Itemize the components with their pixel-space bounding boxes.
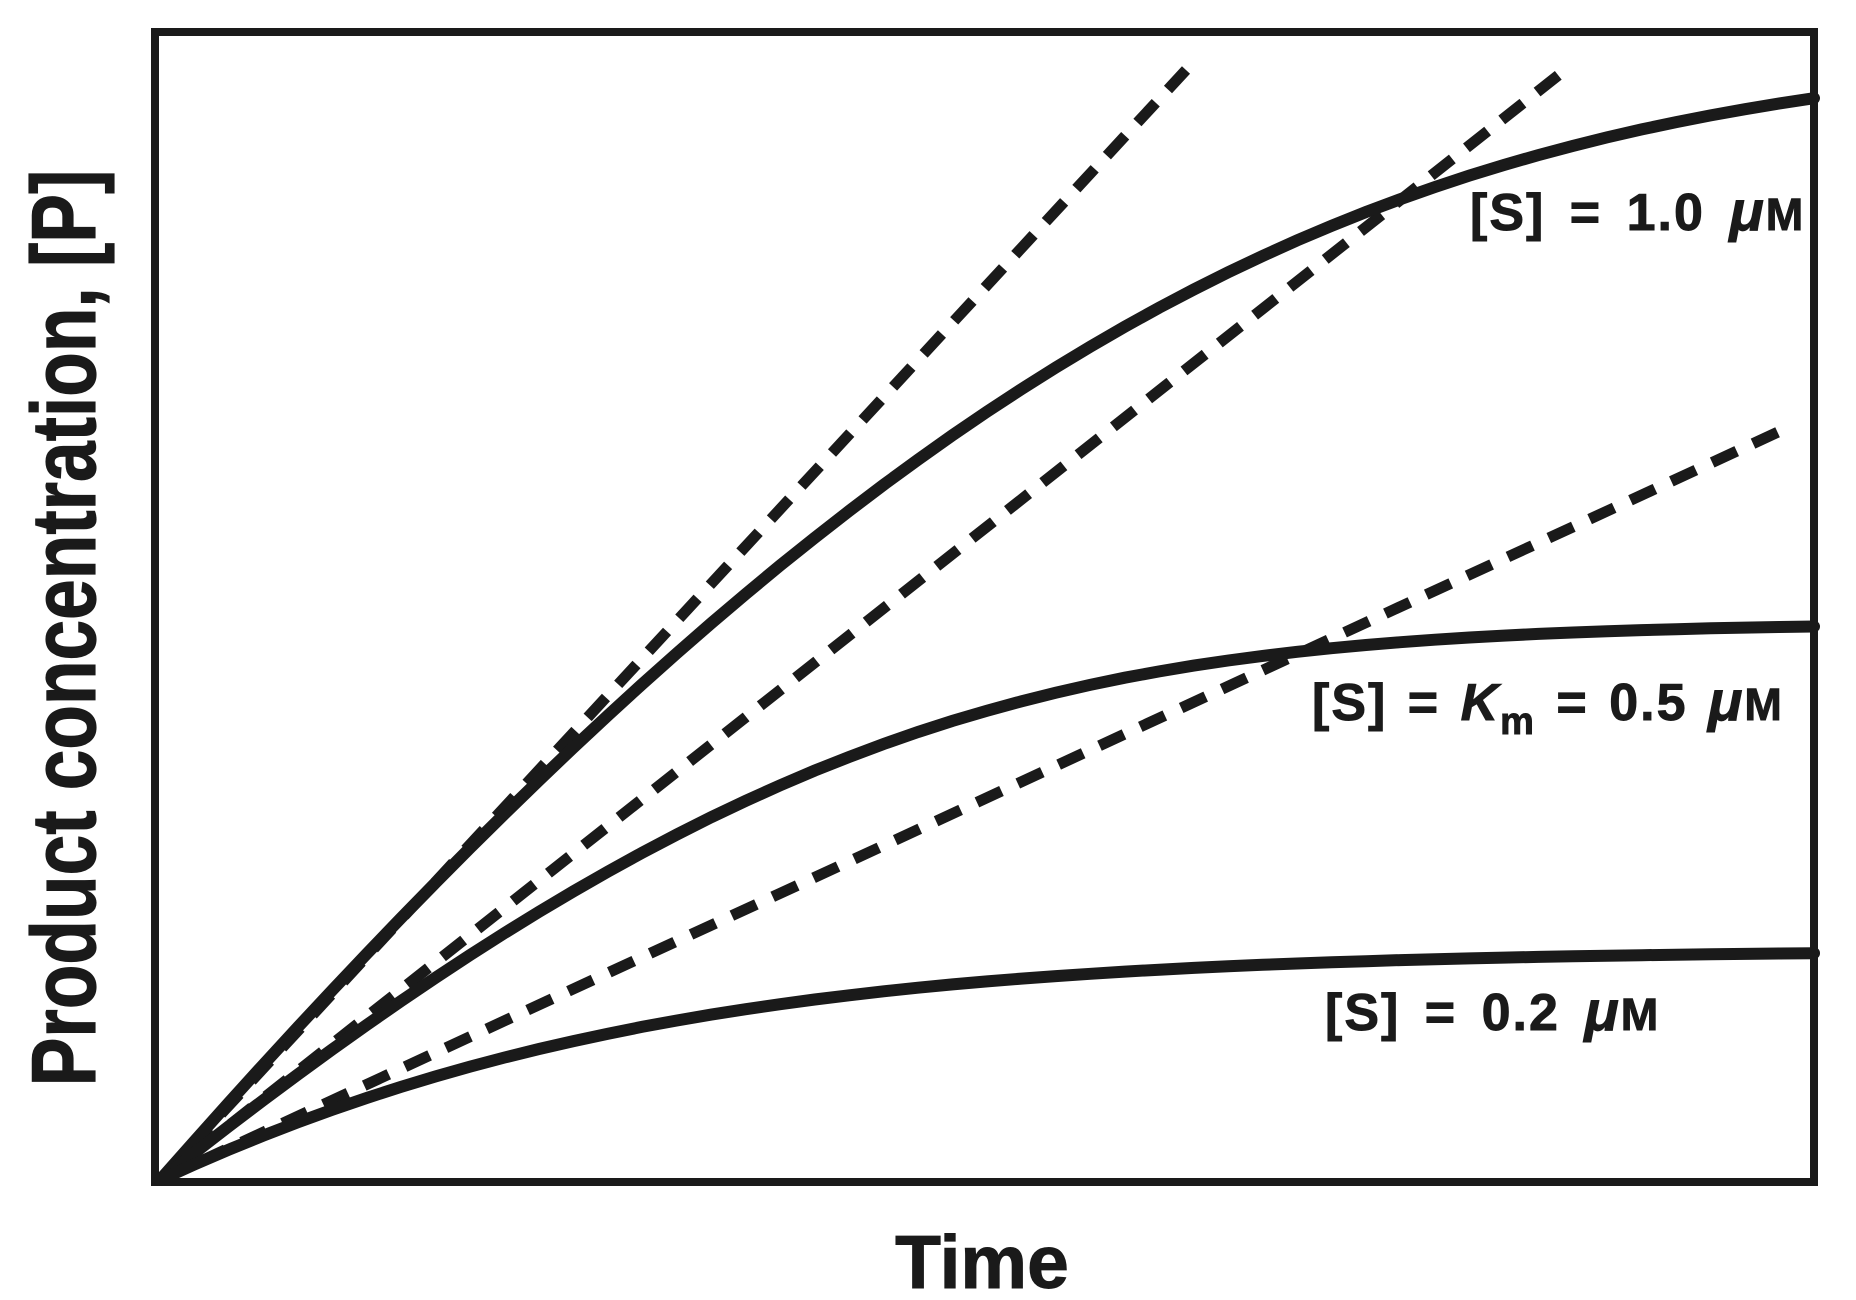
svg-text:[S] = Km = 0.5 μM: [S] = Km = 0.5 μM — [1312, 669, 1784, 743]
svg-text:[S] = 1.0 μM: [S] = 1.0 μM — [1470, 179, 1805, 243]
svg-text:Product concentration, [P]: Product concentration, [P] — [12, 170, 115, 1087]
svg-text:Time: Time — [895, 1220, 1069, 1300]
svg-text:[S] = 0.2 μM: [S] = 0.2 μM — [1325, 979, 1660, 1043]
